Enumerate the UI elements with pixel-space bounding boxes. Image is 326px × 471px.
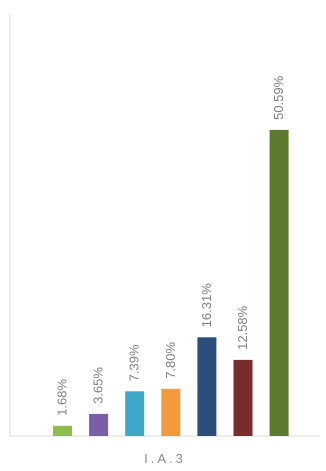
bar-4: [161, 388, 181, 436]
bar-5: [197, 337, 217, 436]
data-label-4: 7.80%: [163, 341, 178, 378]
data-label-2: 3.65%: [91, 367, 106, 404]
category-label: I.A.3: [144, 451, 186, 466]
bar-3: [125, 391, 145, 436]
data-label-7: 50.59%: [271, 75, 286, 120]
data-label-1: 1.68%: [55, 378, 70, 415]
bar-7: [269, 129, 289, 436]
data-labels-group: 1.68% 3.65% 7.39% 7.80% 16.31% 12.58% 50.59%: [55, 75, 287, 415]
data-label-6: 12.58%: [235, 305, 250, 350]
bars-group: [53, 129, 289, 436]
bar-6: [233, 359, 253, 436]
data-label-3: 7.39%: [127, 344, 142, 381]
bar-2: [89, 413, 109, 436]
data-label-5: 16.31%: [199, 283, 214, 328]
bar-1: [53, 425, 72, 436]
